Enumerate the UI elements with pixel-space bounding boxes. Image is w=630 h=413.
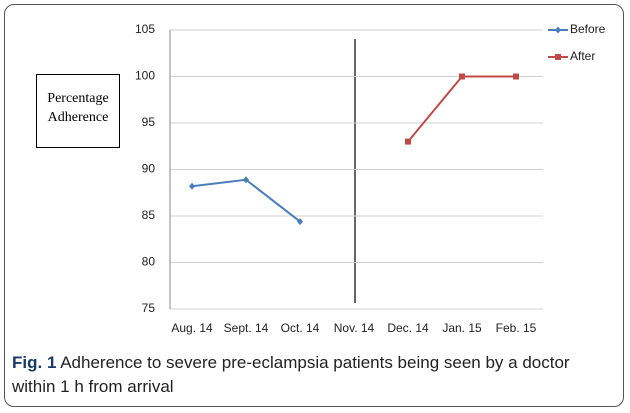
x-tick-label: Oct. 14 [281,321,320,335]
legend-marker [555,54,561,60]
y-tick-label: 95 [142,115,156,129]
legend-label: Before [570,22,606,36]
series-line [191,178,301,223]
caption: Fig. 1 Adherence to severe pre-eclampsia… [12,351,602,399]
y-tick-label: 80 [142,255,156,269]
marker [189,182,195,190]
x-tick-label: Feb. 15 [496,321,537,335]
x-tick-label: Sept. 14 [224,321,269,335]
y-tick-label: 90 [142,162,156,176]
legend-marker [555,26,561,34]
marker [243,176,249,184]
x-tick-label: Nov. 14 [334,321,375,335]
x-tick-label: Aug. 14 [171,321,213,335]
caption-label: Fig. 1 [12,353,57,372]
series-line [407,75,516,143]
y-tick-label: 105 [135,22,155,36]
legend-label: After [570,49,595,63]
y-tick-label: 100 [135,69,155,83]
marker [405,138,411,145]
x-tick-label: Dec. 14 [387,321,429,335]
marker [459,73,465,80]
figure-frame [4,4,624,407]
x-tick-label: Jan. 15 [442,321,482,335]
y-tick-label: 85 [142,208,156,222]
y-axis-label: Percentage Adherence [36,74,120,148]
y-tick-label: 75 [142,301,156,315]
marker [513,73,519,80]
marker [297,218,303,226]
caption-text: Adherence to severe pre-eclampsia patien… [12,353,570,396]
